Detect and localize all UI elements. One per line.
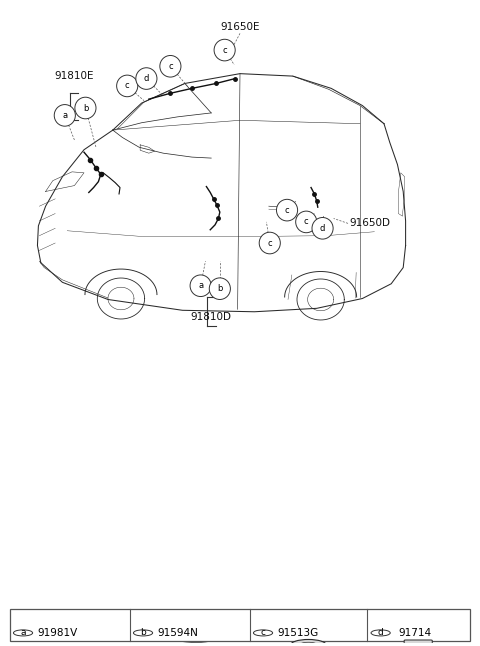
Circle shape (296, 211, 317, 233)
Circle shape (259, 232, 280, 254)
Text: 91810E: 91810E (55, 71, 94, 81)
Circle shape (75, 97, 96, 119)
FancyBboxPatch shape (10, 609, 470, 641)
Circle shape (371, 630, 390, 636)
Text: 91650E: 91650E (220, 22, 260, 32)
Circle shape (54, 105, 75, 126)
Text: d: d (144, 74, 149, 83)
Text: d: d (320, 224, 325, 233)
Circle shape (300, 642, 318, 646)
Text: c: c (304, 218, 309, 226)
Circle shape (253, 630, 273, 636)
Text: a: a (20, 629, 26, 638)
Circle shape (209, 278, 230, 300)
Text: c: c (285, 205, 289, 214)
Ellipse shape (165, 643, 217, 646)
Circle shape (133, 630, 153, 636)
Text: c: c (267, 238, 272, 247)
Text: b: b (83, 103, 88, 112)
Text: 91650D: 91650D (349, 218, 390, 229)
Circle shape (13, 630, 33, 636)
Circle shape (117, 75, 138, 97)
Text: b: b (140, 629, 146, 638)
Circle shape (136, 68, 157, 89)
Circle shape (214, 39, 235, 61)
Text: 91714: 91714 (398, 628, 432, 638)
Circle shape (160, 56, 181, 77)
Text: a: a (198, 281, 203, 290)
Text: 91594N: 91594N (157, 628, 198, 638)
Text: a: a (62, 111, 67, 120)
Text: c: c (222, 46, 227, 54)
Circle shape (290, 640, 326, 646)
Circle shape (190, 275, 211, 297)
Text: b: b (217, 284, 223, 293)
Text: 91981V: 91981V (37, 628, 78, 638)
Text: c: c (125, 81, 130, 90)
Circle shape (312, 218, 333, 239)
Text: c: c (168, 62, 173, 71)
Text: c: c (261, 629, 265, 638)
Circle shape (276, 200, 298, 221)
FancyBboxPatch shape (404, 640, 432, 646)
Text: 91513G: 91513G (277, 628, 318, 638)
Text: d: d (378, 629, 384, 638)
Text: 91810D: 91810D (191, 311, 232, 322)
